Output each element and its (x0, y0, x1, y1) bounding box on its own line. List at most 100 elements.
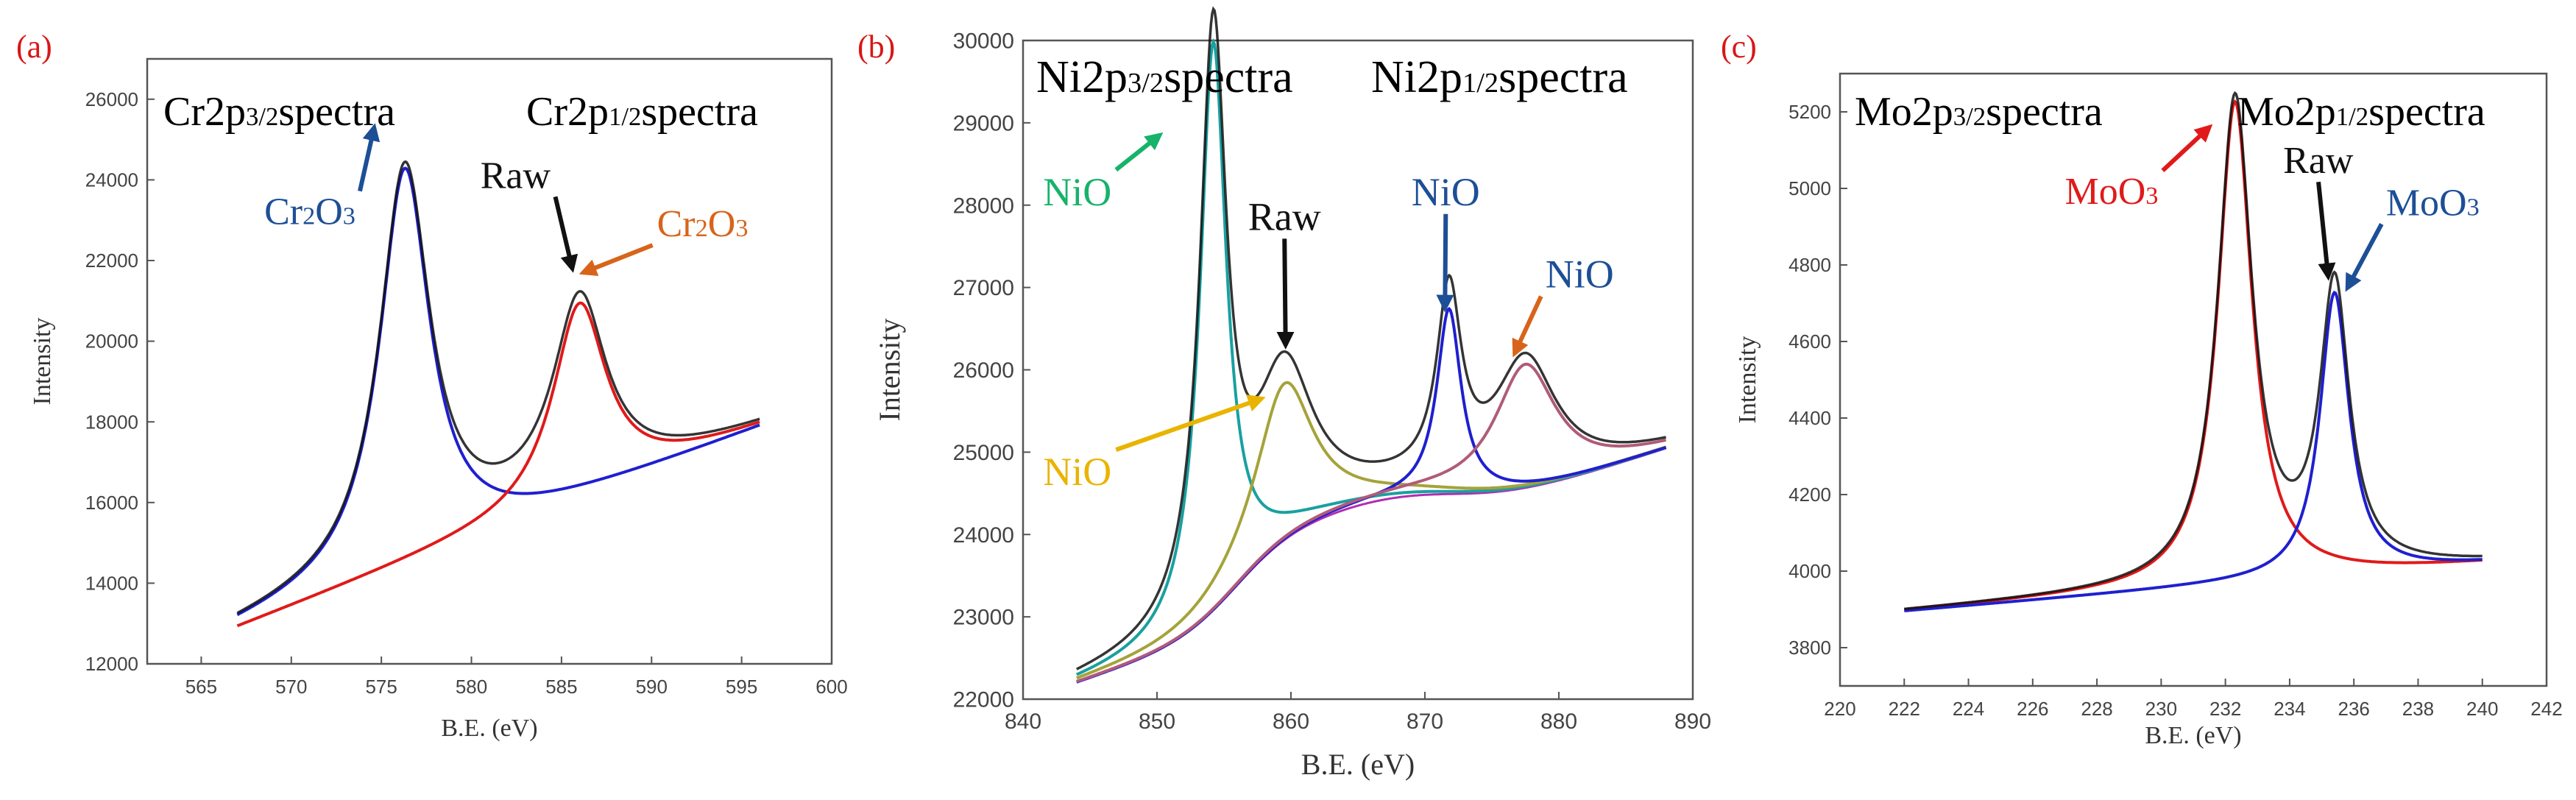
x-tick-label: 595 (726, 676, 757, 698)
fit-component-2 (236, 301, 760, 628)
x-tick-label: 575 (365, 676, 397, 698)
species-label: MoO3 (2064, 171, 2158, 213)
panel-c: (c) 220 222 224 226 228 230 232 234 236 238 240 242 3… (1721, 29, 2563, 749)
y-tick-label: 14000 (85, 573, 138, 595)
panel-a: (a) 565 570 575 580 585 590 595 600 12000 14000 160… (16, 29, 848, 742)
y-tick-label: 30000 (953, 29, 1014, 54)
annotation-arrow (1512, 295, 1543, 358)
panel-label: (a) (16, 29, 52, 65)
species-label: NiO (1043, 170, 1111, 214)
spectra-header: Cr2p3/2spectra (163, 89, 395, 135)
raw-label: Raw (1248, 194, 1321, 238)
species-label: MoO3 (2386, 182, 2480, 224)
y-tick-label: 24000 (953, 523, 1014, 548)
x-tick-label: 220 (1824, 698, 1855, 720)
x-tick-label: 234 (2274, 698, 2305, 720)
y-tick-label: 20000 (85, 330, 138, 353)
species-label: Cr2O3 (264, 191, 355, 233)
y-tick-label: 4400 (1788, 407, 1831, 429)
y-tick-label: 5200 (1788, 101, 1831, 123)
x-tick-label: 565 (185, 676, 217, 698)
y-tick-label: 23000 (953, 606, 1014, 630)
x-tick-label: 860 (1273, 709, 1309, 734)
x-tick-label: 585 (545, 676, 577, 698)
x-tick-label: 600 (815, 676, 847, 698)
x-tick-label: 222 (1889, 698, 1920, 720)
x-tick-label: 870 (1406, 709, 1443, 734)
y-tick-label: 26000 (85, 88, 138, 110)
annotation-arrow (1115, 394, 1266, 452)
raw-curve (1076, 6, 1666, 670)
y-tick-label: 3800 (1788, 637, 1831, 659)
x-axis-label: B.E. (eV) (1301, 748, 1415, 781)
y-tick-label: 4200 (1788, 484, 1831, 506)
annotation-arrow (358, 123, 381, 192)
annotation-arrow (578, 243, 654, 276)
y-tick-label: 29000 (953, 111, 1014, 135)
annotation-arrow (1436, 213, 1454, 313)
x-tick-label: 570 (275, 676, 307, 698)
raw-label: Raw (481, 155, 551, 197)
panel-label: (c) (1721, 29, 1757, 65)
y-tick-label: 4000 (1788, 560, 1831, 582)
x-tick-label: 224 (1953, 698, 1984, 720)
x-tick-label: 890 (1674, 709, 1711, 734)
y-tick-label: 22000 (85, 249, 138, 272)
fit-component-2 (1904, 290, 2483, 612)
y-tick-label: 22000 (953, 688, 1014, 712)
annotation-arrow (2316, 181, 2336, 281)
x-tick-label: 226 (2017, 698, 2048, 720)
fit-component-1 (1075, 38, 1667, 676)
y-tick-label: 18000 (85, 411, 138, 433)
x-tick-label: 242 (2530, 698, 2562, 720)
y-tick-label: 28000 (953, 194, 1014, 218)
plot-frame (1022, 39, 1694, 701)
species-label: NiO (1546, 252, 1614, 297)
annotation-arrow (2345, 222, 2384, 292)
y-axis-label: Intensity (873, 319, 906, 422)
spectra-header: Ni2p1/2spectra (1371, 52, 1628, 102)
x-tick-label: 238 (2402, 698, 2434, 720)
fit-component-1 (1904, 99, 2483, 611)
y-axis-label: Intensity (29, 318, 56, 406)
spectra-header: Mo2p1/2spectra (2237, 89, 2485, 135)
plot-frame (1839, 72, 2548, 687)
annotation-arrow (2161, 124, 2213, 172)
species-label: NiO (1412, 170, 1480, 214)
panel-b: (b) 840 850 860 870 880 890 22000 23000 24000 2500… (857, 6, 1711, 781)
x-tick-label: 590 (636, 676, 668, 698)
x-axis-label: B.E. (eV) (441, 715, 537, 742)
x-tick-label: 228 (2081, 698, 2112, 720)
plot-frame (146, 57, 833, 665)
x-tick-label: 880 (1540, 709, 1577, 734)
y-tick-label: 27000 (953, 276, 1014, 300)
spectra-header: Mo2p3/2spectra (1855, 89, 2103, 135)
raw-curve (1904, 91, 2483, 611)
y-tick-label: 4600 (1788, 330, 1831, 353)
spectra-header: Ni2p3/2spectra (1036, 52, 1293, 102)
fit-component-4 (1076, 362, 1666, 683)
x-axis-label: B.E. (eV) (2145, 722, 2241, 749)
x-tick-label: 230 (2145, 698, 2177, 720)
y-axis-label: Intensity (1734, 336, 1761, 424)
y-tick-label: 12000 (85, 653, 138, 675)
x-tick-label: 236 (2338, 698, 2369, 720)
y-tick-label: 16000 (85, 492, 138, 514)
fit-component-1 (236, 166, 760, 617)
y-tick-label: 25000 (953, 441, 1014, 465)
y-tick-label: 26000 (953, 358, 1014, 383)
spectra-header: Cr2p1/2spectra (526, 89, 758, 135)
x-tick-label: 232 (2209, 698, 2241, 720)
x-tick-label: 840 (1005, 709, 1041, 734)
y-tick-label: 5000 (1788, 177, 1831, 199)
x-tick-label: 580 (456, 676, 487, 698)
x-tick-label: 240 (2466, 698, 2498, 720)
annotation-arrow (1114, 132, 1164, 172)
species-label: NiO (1043, 450, 1111, 494)
species-label: Cr2O3 (657, 203, 749, 245)
panel-label: (b) (857, 29, 895, 65)
annotation-arrow (553, 196, 578, 273)
raw-curve (236, 160, 760, 615)
x-tick-label: 850 (1139, 709, 1175, 734)
